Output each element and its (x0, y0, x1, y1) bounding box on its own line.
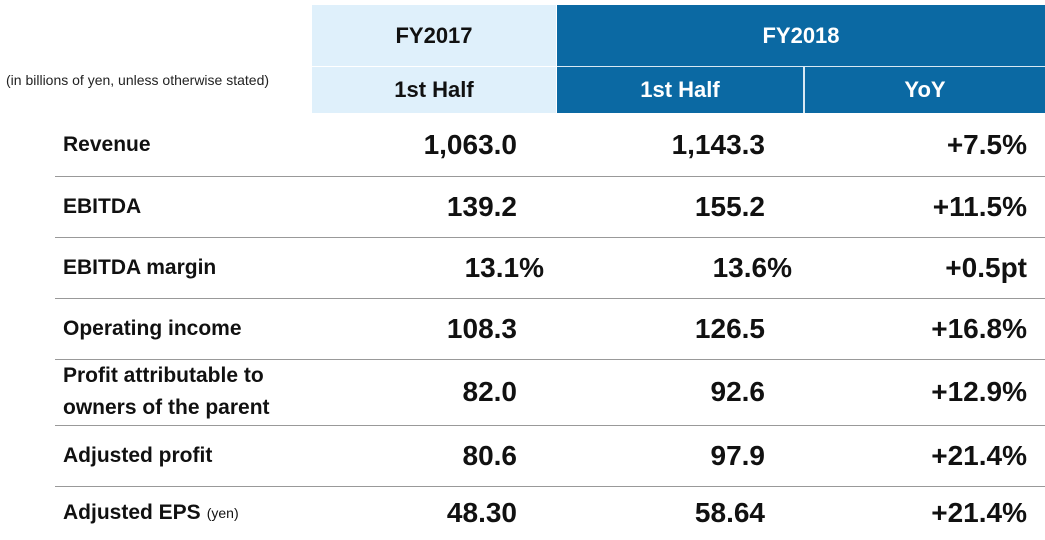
row-separator (55, 237, 1045, 238)
row-label: EBITDA (63, 176, 313, 237)
row-label-text: Revenue (63, 132, 151, 156)
group-header: FY2018 (557, 5, 1045, 66)
row-separator (55, 359, 1045, 360)
column-header: 1st Half (312, 67, 556, 113)
cell-value: 1,143.3 (671, 128, 765, 160)
cell-value: 80.6 (462, 439, 518, 471)
cell-value: 97.9 (710, 439, 766, 471)
row-separator (55, 298, 1045, 299)
row-label: Adjusted profit (63, 425, 313, 486)
cell-value: +12.9% (931, 376, 1027, 407)
row-label-text: Adjusted profit (63, 443, 213, 467)
row-unit: (yen) (206, 505, 239, 521)
cell-value: +7.5% (946, 128, 1027, 160)
row-label-text: Operating income (63, 316, 242, 340)
cell-value: 108.3 (446, 312, 517, 344)
row-label: Operating income (63, 298, 313, 359)
column-header: 1st Half (557, 67, 803, 113)
cell-value: 13.6% (712, 251, 792, 283)
cell-value: 1,063.0 (423, 128, 517, 160)
row-label-text: EBITDA (63, 194, 142, 218)
cell-value: 58.64 (694, 497, 765, 528)
cell-value: +21.4% (931, 497, 1027, 528)
row-label: Revenue (63, 113, 313, 176)
header-divider (803, 67, 805, 113)
row-separator (55, 486, 1045, 487)
cell-value: +16.8% (931, 312, 1027, 344)
row-label: Adjusted EPS (yen) (63, 486, 313, 540)
header-divider (557, 66, 1045, 67)
row-label-text: EBITDA margin (63, 255, 217, 279)
cell-value: +0.5pt (945, 251, 1027, 283)
row-separator (55, 425, 1045, 426)
cell-value: 13.1% (464, 251, 544, 283)
cell-value: 155.2 (694, 190, 765, 222)
row-separator (55, 176, 1045, 177)
row-label-text: Adjusted EPS (63, 501, 201, 524)
group-header: FY2017 (312, 5, 556, 66)
cell-value: +21.4% (931, 439, 1027, 471)
cell-value: 92.6 (710, 376, 766, 407)
column-header: YoY (805, 67, 1045, 113)
cell-value: 126.5 (694, 312, 765, 344)
row-label: EBITDA margin (63, 237, 313, 298)
row-label: Profit attributable to owners of the par… (63, 359, 313, 425)
cell-value: 48.30 (446, 497, 517, 528)
units-note: (in billions of yen, unless otherwise st… (6, 72, 270, 88)
cell-value: +11.5% (932, 190, 1027, 222)
cell-value: 139.2 (446, 190, 517, 222)
cell-value: 82.0 (462, 376, 518, 407)
row-label-text: Profit attributable to owners of the par… (63, 364, 270, 419)
